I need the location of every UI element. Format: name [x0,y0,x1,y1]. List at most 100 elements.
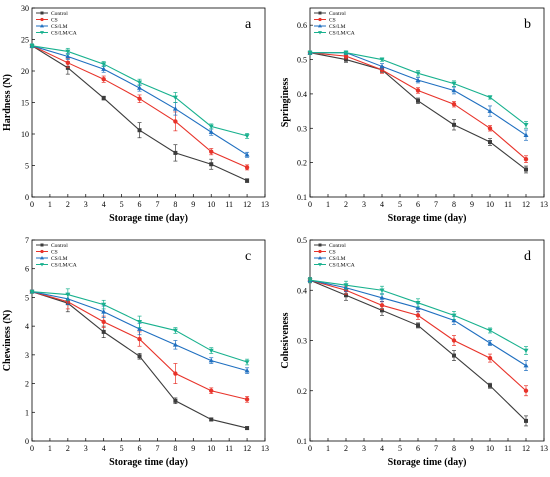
x-tick-label: 10 [486,200,494,209]
series-control [30,289,250,431]
data-point [307,50,313,56]
data-point [451,338,457,343]
data-point [208,358,214,363]
data-point [245,178,250,183]
x-tick-label: 7 [434,200,438,209]
data-point [487,355,493,361]
y-tick-label: 2 [25,380,29,389]
x-tick-label: 11 [225,444,233,453]
y-tick-label: 0.5 [297,236,307,245]
data-point [415,305,421,310]
x-tick-label: 5 [398,444,402,453]
x-tick-label: 3 [362,444,366,453]
data-point [415,71,421,76]
legend-label: CS [51,18,58,24]
x-tick-label: 8 [452,444,456,453]
x-tick-label: 13 [540,200,548,209]
data-point [172,95,178,101]
data-point [523,132,529,137]
y-tick-label: 5 [25,162,29,171]
panel-letter: a [245,17,252,32]
data-point [523,348,529,354]
data-point [524,167,528,172]
x-tick-label: 0 [30,444,34,453]
series-control [308,50,528,174]
x-tick-label: 11 [504,200,512,209]
x-tick-label: 8 [452,200,456,209]
data-point [379,63,385,69]
data-point [416,98,420,103]
data-point [65,60,71,66]
legend-entry: CS/LM [314,256,346,262]
x-tick-label: 9 [470,200,474,209]
x-axis-title: Storage time (day) [109,213,188,224]
legend-entry: CS/LM/CA [314,31,355,37]
chart-panel-d: 0 1 2 3 4 5 6 7 8 9 10 11 12 130.10.20.30.40.5Storage… [280,236,548,468]
x-tick-label: 10 [486,444,494,453]
data-point [137,85,143,90]
data-point [244,134,250,139]
x-tick-label: 11 [225,200,233,209]
data-point [415,77,421,82]
x-tick-label: 9 [191,200,195,209]
data-point [487,328,493,334]
data-point [344,57,348,62]
x-tick-label: 8 [173,444,177,453]
panel-letter: b [524,17,531,32]
legend-entry: CS/LM/CA [36,31,77,37]
data-point [137,128,142,133]
y-tick-label: 0.3 [297,337,307,346]
x-tick-label: 13 [261,200,269,209]
legend-label: Control [329,243,346,249]
legend-marker [318,263,322,267]
data-point [137,326,143,331]
legend-label: Control [51,243,68,249]
x-tick-label: 6 [416,444,420,453]
data-point [209,388,214,393]
y-tick-label: 0 [25,437,29,446]
data-point [488,140,492,145]
data-point [451,317,457,323]
legend-entry: CS [314,18,336,24]
data-point [451,81,457,87]
data-point [523,123,529,128]
data-point [65,292,71,298]
legend-marker [318,249,322,254]
x-tick-label: 0 [308,200,312,209]
data-point [173,398,178,403]
panel-letter: c [245,249,251,264]
data-point [343,53,349,59]
series-line [309,279,527,392]
y-tick-label: 0.6 [297,21,307,30]
y-axis-title: Chewiness (N) [2,310,13,371]
data-point [451,313,457,318]
plot-frame [31,239,266,442]
data-point [307,278,313,283]
data-point [487,95,493,100]
series-cs-lm [29,43,250,158]
legend-label: CS [329,18,336,24]
data-point [172,328,178,334]
series-cs-lm-ca [307,50,529,129]
legend-entry: Control [314,11,346,17]
x-axis-title: Storage time (day) [388,213,467,224]
legend-entry: Control [36,11,68,17]
legend-entry: CS/LM [36,24,68,30]
legend-label: Control [51,11,68,17]
legend-label: CS/LM [329,256,346,262]
series-cs [29,289,250,403]
x-tick-label: 4 [380,200,384,209]
x-axis-title: Storage time (day) [109,457,188,468]
data-point [173,371,178,376]
y-tick-label: 0.2 [297,387,307,396]
data-point [452,122,456,127]
series-cs [29,43,250,171]
x-tick-label: 1 [326,200,330,209]
series-control [308,277,528,427]
legend-marker [40,31,44,35]
series-cs [307,277,529,397]
data-point [65,65,70,70]
y-tick-label: 15 [21,99,29,108]
